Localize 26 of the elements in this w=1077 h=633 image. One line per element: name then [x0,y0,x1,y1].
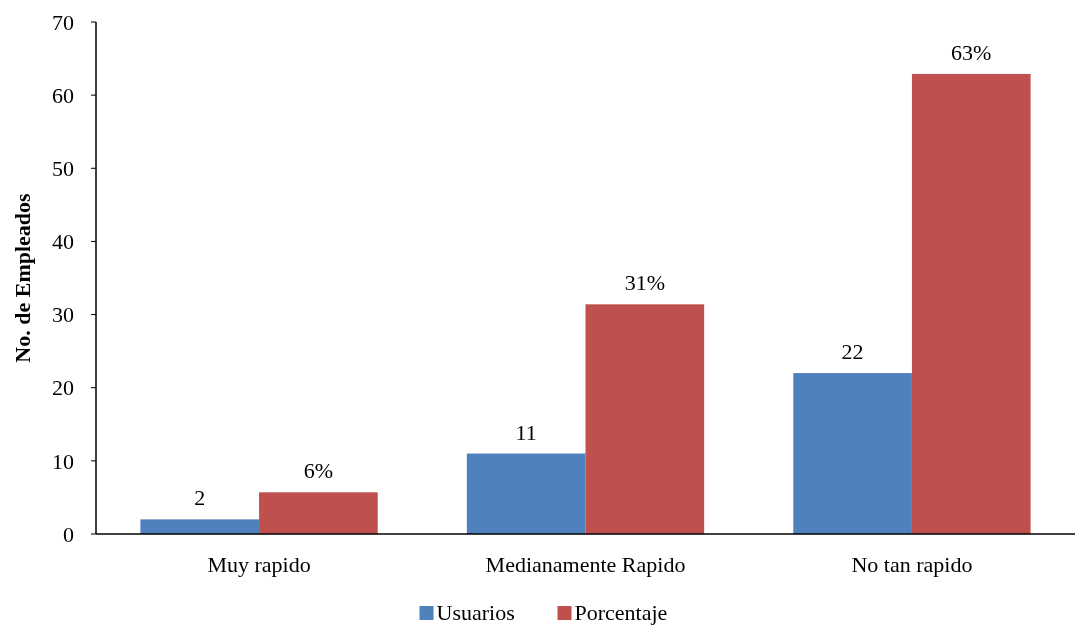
y-tick-label: 70 [52,9,74,35]
y-tick-label: 40 [52,229,74,255]
bar [793,373,912,534]
data-label: 22 [841,339,864,365]
data-label: 31% [624,270,665,296]
legend-label: Porcentaje [574,600,668,625]
x-tick-label: No tan rapido [851,552,973,577]
data-label: 6% [303,458,334,484]
bar [140,519,260,534]
y-tick-label: 20 [52,375,74,401]
bar [911,73,1031,534]
y-tick-label: 30 [52,302,74,328]
x-tick-label: Medianamente Rapido [485,552,686,577]
data-label: 63% [951,39,992,65]
bar [466,453,586,534]
y-axis-title: No. de Empleados [10,192,35,363]
data-label: 11 [515,419,537,445]
y-tick-label: 10 [52,448,74,474]
bar [585,304,705,534]
bar [259,492,378,534]
y-tick-label: 60 [52,82,74,108]
data-label: 2 [194,485,206,511]
y-tick-label: 50 [52,155,74,181]
legend-label: Usuarios [436,600,515,625]
y-tick-label: 0 [63,521,74,547]
x-tick-label: Muy rapido [207,552,311,577]
